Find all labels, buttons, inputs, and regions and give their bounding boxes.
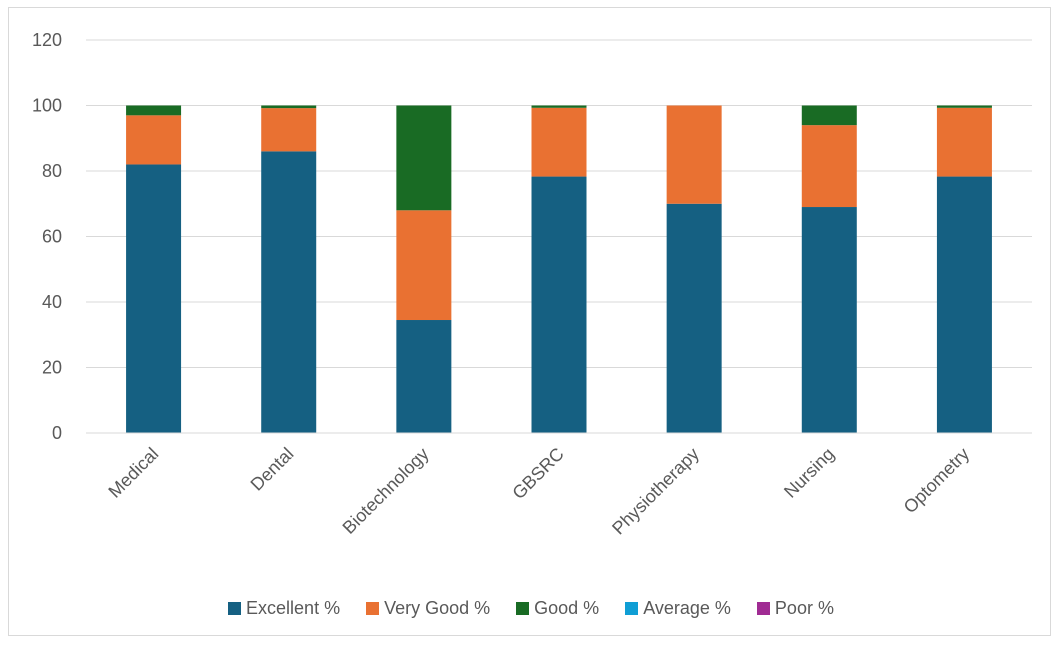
bar-segment-good-nursing: [801, 105, 857, 126]
y-tick-label: 60: [42, 227, 62, 247]
y-tick-label: 100: [32, 96, 62, 116]
bar-segment-excellent-nursing: [801, 207, 857, 433]
chart-frame: [8, 7, 1051, 636]
x-tick-label: Nursing: [780, 444, 838, 502]
legend-swatch: [366, 602, 380, 615]
legend-item: Excellent %: [228, 598, 340, 619]
legend-swatch: [756, 602, 770, 615]
bar-segment-very-good-gbsrc: [531, 107, 587, 177]
x-tick-label: GBSRC: [508, 444, 567, 503]
y-tick-label: 120: [32, 30, 62, 50]
bar-segment-good-optometry: [936, 105, 992, 108]
legend-label: Poor %: [774, 598, 834, 618]
bar-segment-excellent-optometry: [936, 176, 992, 433]
legend-label: Good %: [534, 598, 600, 618]
bar-segment-excellent-dental: [261, 151, 317, 433]
y-tick-label: 0: [52, 423, 62, 443]
y-tick-label: 80: [42, 161, 62, 181]
bar-segment-excellent-biotechnology: [396, 320, 452, 433]
legend-item: Average %: [625, 598, 731, 619]
bar-segment-good-dental: [261, 105, 317, 109]
bar-segment-good-biotechnology: [396, 105, 452, 211]
x-tick-label: Physiotherapy: [608, 444, 703, 539]
y-tick-label: 40: [42, 292, 62, 312]
x-tick-label: Biotechnology: [339, 444, 433, 538]
legend-swatch: [625, 602, 639, 615]
legend-item: Good %: [516, 598, 599, 619]
x-tick-label: Dental: [247, 444, 298, 495]
legend-item: Poor %: [756, 598, 834, 619]
bar-segment-very-good-biotechnology: [396, 210, 452, 321]
legend-item: Very Good %: [366, 598, 490, 619]
x-tick-label: Optometry: [900, 444, 974, 518]
bar-segment-very-good-nursing: [801, 125, 857, 208]
legend-swatch: [516, 602, 530, 615]
bar-segment-good-medical: [126, 105, 182, 116]
legend-swatch: [228, 602, 242, 615]
legend-label: Very Good %: [384, 598, 491, 618]
x-tick-label: Medical: [104, 444, 162, 502]
bar-segment-good-gbsrc: [531, 105, 587, 108]
bar-segment-very-good-medical: [126, 115, 182, 165]
y-tick-label: 20: [42, 358, 62, 378]
legend: Excellent % Very Good % Good % Average % Poo…: [0, 598, 1062, 619]
bar-segment-excellent-physiotherapy: [666, 203, 722, 433]
legend-label: Excellent %: [246, 598, 341, 618]
bar-segment-excellent-gbsrc: [531, 176, 587, 433]
bar-segment-excellent-medical: [126, 164, 182, 433]
legend-label: Average %: [643, 598, 731, 618]
bar-segment-very-good-dental: [261, 108, 317, 152]
bar-segment-very-good-optometry: [936, 107, 992, 177]
bar-segment-very-good-physiotherapy: [666, 105, 722, 204]
